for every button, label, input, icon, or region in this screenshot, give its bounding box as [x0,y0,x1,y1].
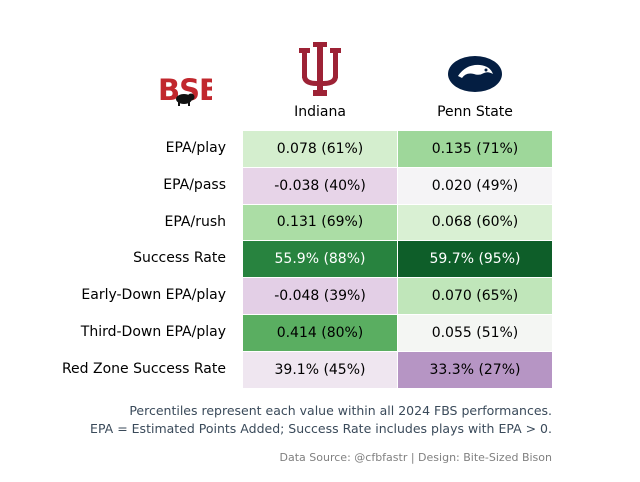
data-source: Data Source: @cfbfastr | Design: Bite-Si… [279,451,552,464]
table-cell: 55.9% (88%) [243,241,397,278]
table-cell: 59.7% (95%) [398,241,552,278]
table-cell: 0.414 (80%) [243,315,397,351]
table-cell: 0.135 (71%) [398,131,552,167]
note-epa-definition: EPA = Estimated Points Added; Success Ra… [90,421,552,436]
table-cell: 0.131 (69%) [243,204,397,241]
team-name-penn-state: Penn State [437,104,513,120]
table-cell: 0.070 (65%) [398,278,552,314]
table-cell: 0.078 (61%) [243,131,397,167]
bsb-logo: BSB [156,70,221,108]
note-percentiles: Percentiles represent each value within … [129,403,552,418]
table-cell: 0.055 (51%) [398,315,552,351]
table-cell: 0.068 (60%) [398,204,552,241]
table-cell: 33.3% (27%) [398,351,552,388]
metric-label: Success Rate [133,250,226,267]
metric-label: EPA/play [165,140,226,156]
table-cell: 0.020 (49%) [398,167,552,204]
penn-state-logo [446,54,504,94]
metric-label: EPA/pass [163,176,226,193]
metric-label: Third-Down EPA/play [80,324,226,340]
indiana-logo [296,40,344,100]
metric-label: Early-Down EPA/play [81,287,226,304]
team-name-indiana: Indiana [294,104,346,120]
table-cell: -0.048 (39%) [243,278,397,314]
metric-label: Red Zone Success Rate [61,360,226,377]
table-cell: -0.038 (40%) [243,167,397,204]
table-cell: 39.1% (45%) [243,351,397,388]
metric-label: EPA/rush [164,213,226,230]
